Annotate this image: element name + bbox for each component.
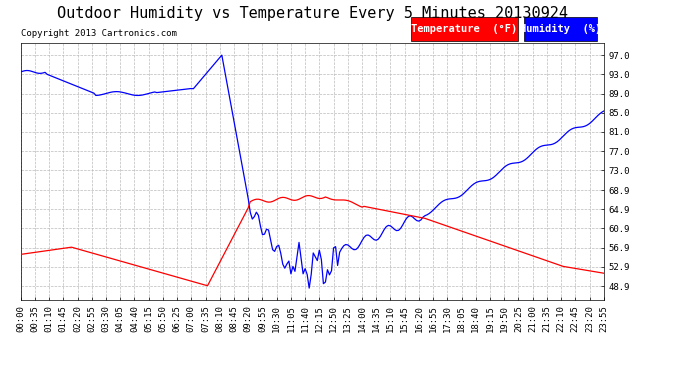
- Title: Outdoor Humidity vs Temperature Every 5 Minutes 20130924: Outdoor Humidity vs Temperature Every 5 …: [57, 6, 568, 21]
- Text: Copyright 2013 Cartronics.com: Copyright 2013 Cartronics.com: [21, 28, 177, 38]
- Text: Humidity  (%): Humidity (%): [520, 24, 601, 34]
- Text: Temperature  (°F): Temperature (°F): [411, 24, 517, 34]
